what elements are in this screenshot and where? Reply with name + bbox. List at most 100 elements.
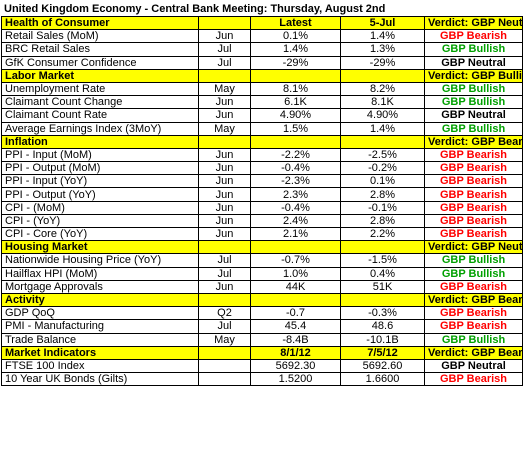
latest-value: 2.4% [250, 213, 341, 229]
indicator-verdict: GBP Bullish [424, 266, 523, 281]
latest-value: 2.3% [250, 187, 341, 202]
section-header-row: Health of Consumer Latest 5-Jul Verdict: GB… [1, 15, 523, 31]
indicator-period: Jun [198, 108, 251, 123]
section-header-row: Labor Market Verdict: GBP Bullish [1, 68, 523, 83]
previous-value: 0.1% [340, 174, 425, 189]
indicator-period: Jun [198, 161, 251, 176]
indicator-name: Mortgage Approvals [1, 279, 199, 294]
indicator-row: Claimant Count Rate Jun 4.90% 4.90% GBP Neut… [1, 108, 523, 123]
indicator-period: Jul [198, 253, 251, 268]
indicator-verdict: GBP Bullish [424, 332, 523, 347]
indicator-name: Nationwide Housing Price (YoY) [1, 253, 199, 268]
indicator-verdict: GBP Bearish [424, 319, 523, 334]
indicator-period: Jun [198, 29, 251, 44]
indicator-verdict: GBP Neutral [424, 55, 523, 70]
indicator-name: PPI - Input (MoM) [1, 147, 199, 163]
latest-value: 6.1K [250, 95, 341, 110]
indicator-row: Trade Balance May -8.4B -10.1B GBP Bullish [1, 332, 523, 347]
latest-value: 1.5200 [250, 372, 341, 387]
indicator-name: CPI - (MoM) [1, 200, 199, 215]
indicator-row: Claimant Count Change Jun 6.1K 8.1K GBP Bull… [1, 95, 523, 110]
previous-value: 1.3% [340, 42, 425, 57]
section-title: Market Indicators [1, 345, 199, 360]
indicator-verdict: GBP Bearish [424, 161, 523, 176]
indicator-verdict: GBP Bullish [424, 121, 523, 136]
latest-value: 8.1% [250, 81, 341, 97]
previous-value: 2.8% [340, 213, 425, 229]
indicator-row: Unemployment Rate May 8.1% 8.2% GBP Bullish [1, 81, 523, 97]
section-verdict: Verdict: GBP Bearish [424, 134, 523, 149]
latest-value: 4.90% [250, 108, 341, 123]
indicator-row: GfK Consumer Confidence Jul -29% -29% GBP Ne… [1, 55, 523, 70]
indicator-name: CPI - Core (YoY) [1, 226, 199, 242]
indicator-name: 10 Year UK Bonds (Gilts) [1, 372, 199, 387]
indicator-verdict: GBP Bearish [424, 29, 523, 44]
indicator-row: PMI - Manufacturing Jul 45.4 48.6 GBP Bearis… [1, 319, 523, 334]
latest-value: -0.4% [250, 200, 341, 215]
indicator-row: PPI - Output (MoM) Jun -0.4% -0.2% GBP Beari… [1, 161, 523, 176]
period-header [198, 134, 251, 149]
indicator-name: Trade Balance [1, 332, 199, 347]
period-header [198, 345, 251, 360]
previous-value: 8.1K [340, 95, 425, 110]
latest-column-header: 8/1/12 [250, 345, 341, 360]
previous-value: 5692.60 [340, 358, 425, 374]
indicator-row: BRC Retail Sales Jul 1.4% 1.3% GBP Bullish [1, 42, 523, 57]
indicator-row: Nationwide Housing Price (YoY) Jul -0.7% -1… [1, 253, 523, 268]
period-header [198, 292, 251, 308]
indicator-name: Hailflax HPI (MoM) [1, 266, 199, 281]
indicator-name: BRC Retail Sales [1, 42, 199, 57]
latest-value: 0.1% [250, 29, 341, 44]
latest-value: 2.1% [250, 226, 341, 242]
latest-value: -0.7% [250, 253, 341, 268]
latest-value: 1.0% [250, 266, 341, 281]
indicator-period: Jul [198, 266, 251, 281]
previous-value: -0.1% [340, 200, 425, 215]
latest-value: -2.2% [250, 147, 341, 163]
indicator-period: Jun [198, 279, 251, 294]
indicator-period: May [198, 81, 251, 97]
section-verdict: Verdict: GBP Neutral [424, 240, 523, 255]
indicator-period: Jul [198, 55, 251, 70]
indicator-verdict: GBP Bullish [424, 253, 523, 268]
indicator-name: Unemployment Rate [1, 81, 199, 97]
latest-value: -2.3% [250, 174, 341, 189]
indicator-period: May [198, 121, 251, 136]
indicator-verdict: GBP Neutral [424, 108, 523, 123]
indicator-name: Retail Sales (MoM) [1, 29, 199, 44]
latest-value: 1.4% [250, 42, 341, 57]
indicator-row: FTSE 100 Index 5692.30 5692.60 GBP Neutral [1, 358, 523, 374]
indicator-verdict: GBP Bearish [424, 147, 523, 163]
section-verdict: Verdict: GBP Neutral [424, 15, 523, 31]
previous-column-header [340, 240, 425, 255]
indicator-period: Jul [198, 319, 251, 334]
sheet-title: United Kingdom Economy - Central Bank Me… [4, 3, 386, 15]
previous-value: -1.5% [340, 253, 425, 268]
previous-value: 2.8% [340, 187, 425, 202]
indicator-name: GfK Consumer Confidence [1, 55, 199, 70]
previous-column-header: 7/5/12 [340, 345, 425, 360]
section-header-row: Market Indicators 8/1/12 7/5/12 Verdict: GB… [1, 345, 523, 360]
indicator-period [198, 358, 251, 374]
indicator-period: Jun [198, 226, 251, 242]
indicator-name: PMI - Manufacturing [1, 319, 199, 334]
previous-value: 4.90% [340, 108, 425, 123]
previous-value: 0.4% [340, 266, 425, 281]
latest-column-header: Latest [250, 15, 341, 31]
indicator-period: Jun [198, 187, 251, 202]
section-header-row: Inflation Verdict: GBP Bearish [1, 134, 523, 149]
indicator-name: CPI - (YoY) [1, 213, 199, 229]
indicator-period: Jun [198, 147, 251, 163]
section-verdict: Verdict: GBP Bearish [424, 345, 523, 360]
indicator-row: CPI - (MoM) Jun -0.4% -0.1% GBP Bearish [1, 200, 523, 215]
previous-column-header [340, 68, 425, 83]
indicator-period [198, 372, 251, 387]
section-title: Inflation [1, 134, 199, 149]
indicator-row: Mortgage Approvals Jun 44K 51K GBP Bearish [1, 279, 523, 294]
indicator-row: Hailflax HPI (MoM) Jul 1.0% 0.4% GBP Bullish [1, 266, 523, 281]
previous-value: -0.3% [340, 306, 425, 321]
indicator-verdict: GBP Bullish [424, 42, 523, 57]
previous-value: 1.4% [340, 121, 425, 136]
previous-column-header [340, 292, 425, 308]
indicator-verdict: GBP Bullish [424, 81, 523, 97]
